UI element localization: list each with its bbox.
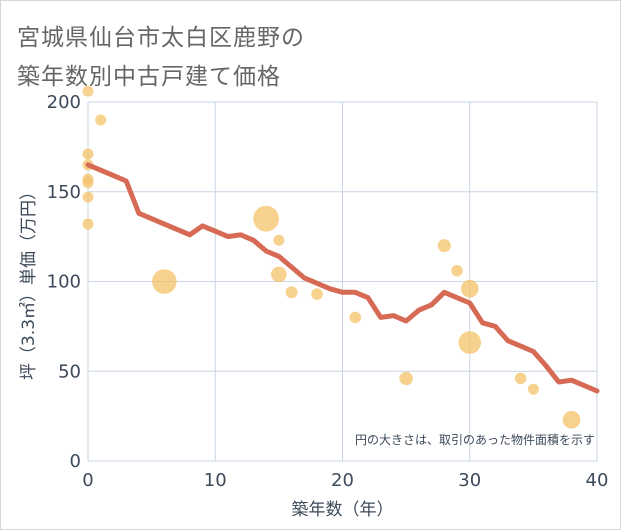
data-bubble [82,148,94,160]
data-bubble [527,383,539,395]
data-bubble [253,205,280,232]
y-tick-label: 100 [47,272,81,293]
y-axis-title: 坪（3.3㎡）単価（万円） [19,183,39,380]
x-axis-title: 築年数（年） [292,500,394,520]
x-tick-label: 20 [331,470,354,491]
data-bubble [458,331,482,354]
data-bubble [82,191,94,203]
x-tick-label: 40 [586,470,609,491]
data-bubble [285,286,298,299]
average-price-line [85,162,600,394]
data-bubble [82,85,94,97]
data-bubble [514,372,527,385]
y-tick-label: 150 [47,182,81,203]
data-bubble [271,266,287,283]
data-bubble [562,410,581,429]
x-tick-label: 0 [82,470,93,491]
bubble-layer [82,85,581,429]
y-tick-label: 0 [70,451,81,472]
data-bubble [82,177,94,189]
y-tick-label: 50 [58,361,81,382]
data-bubble [273,234,285,246]
chart-title-line-1: 宮城県仙台市太白区鹿野の [17,25,305,51]
data-bubble [82,218,94,230]
data-bubble [349,311,361,324]
x-tick-label: 10 [204,470,227,491]
chart-title-line-2: 築年数別中古戸建て価格 [17,64,281,90]
x-tick-label: 30 [458,470,481,491]
data-bubble [460,279,479,298]
data-bubble [152,269,177,294]
axis-ticks: 0 10 20 30 40 0 50 100 150 200 [47,92,609,491]
y-tick-label: 200 [47,92,81,113]
data-bubble [451,264,463,277]
data-bubble [437,239,451,253]
bubble-size-note: 円の大きさは、取引のあった物件面積を示す [355,432,595,447]
trend-line-layer [85,162,600,394]
data-bubble [95,114,107,126]
data-bubble [311,288,323,300]
data-bubble [399,371,413,386]
